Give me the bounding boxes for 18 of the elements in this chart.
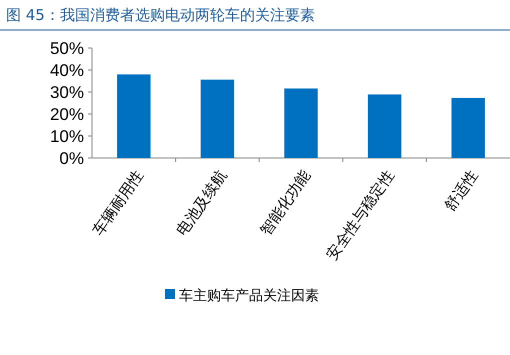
x-tick-label: 安全性与稳定性 — [322, 166, 398, 264]
bar — [284, 88, 318, 158]
x-tick-label: 车辆耐用性 — [89, 166, 147, 239]
x-tick-label: 智能化功能 — [256, 166, 314, 239]
bar — [117, 74, 151, 158]
y-tick-label: 10% — [50, 127, 84, 146]
chart-title: 图 45：我国消费者选购电动两轮车的关注要素 — [6, 6, 315, 24]
bar — [200, 80, 234, 158]
legend-label: 车主购车产品关注因素 — [179, 288, 319, 304]
y-tick-label: 30% — [50, 83, 84, 102]
y-tick-label: 50% — [50, 39, 84, 58]
x-tick-label: 电池及续航 — [172, 166, 231, 239]
y-tick-label: 0% — [59, 149, 84, 168]
y-tick-label: 40% — [50, 61, 84, 80]
bar — [368, 94, 402, 158]
bar — [451, 98, 485, 158]
x-tick-label: 舒适性 — [440, 166, 482, 214]
y-tick-label: 20% — [50, 105, 84, 124]
